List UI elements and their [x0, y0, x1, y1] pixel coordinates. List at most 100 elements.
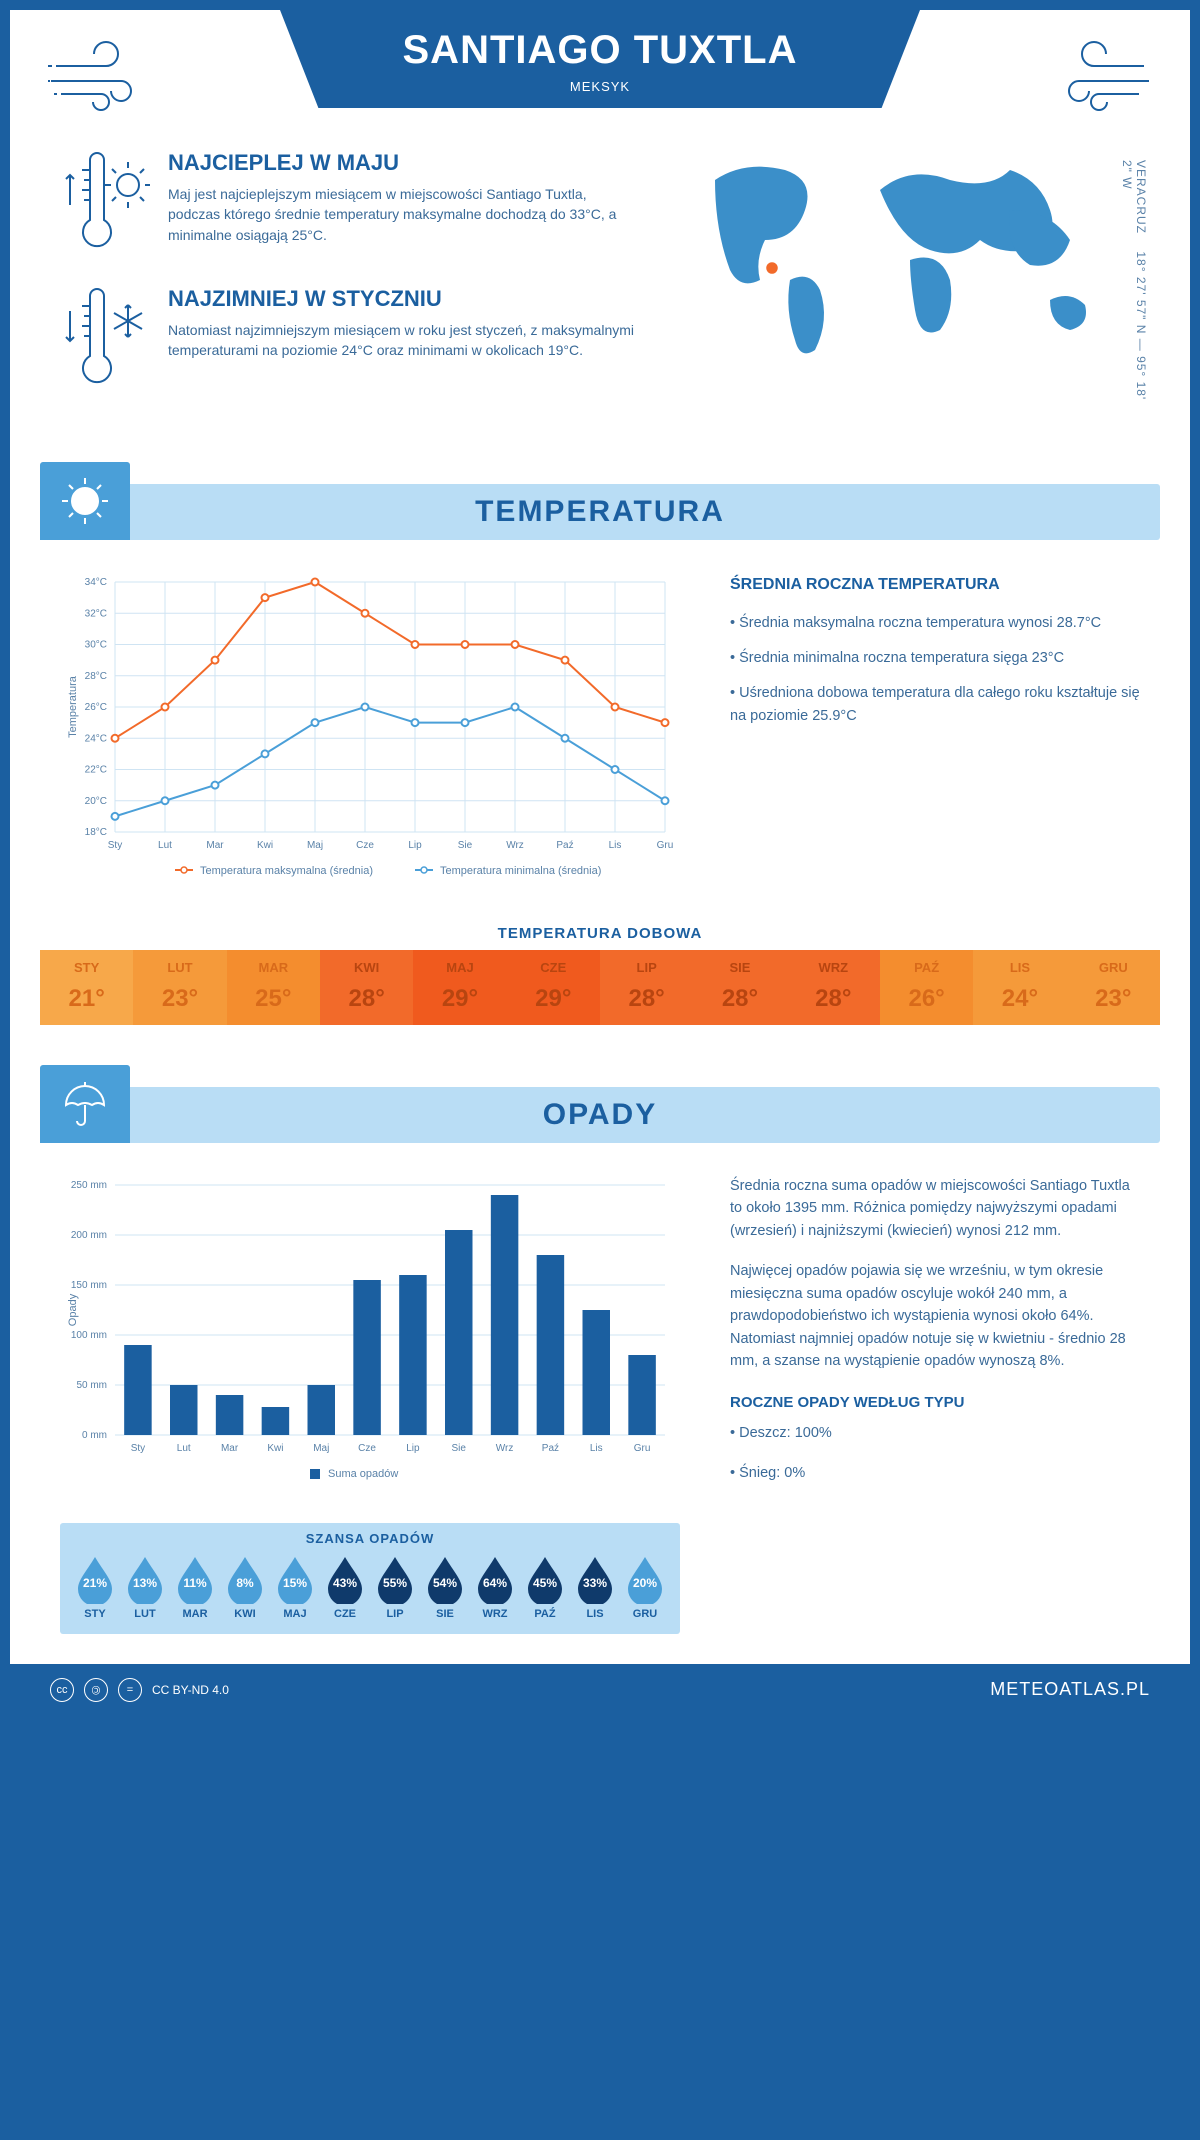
- svg-text:Mar: Mar: [221, 1443, 239, 1454]
- svg-text:Opady: Opady: [67, 1293, 79, 1326]
- svg-text:Maj: Maj: [313, 1443, 329, 1454]
- nd-icon: =: [118, 1678, 142, 1702]
- rain-chance-drop: 11% MAR: [170, 1554, 220, 1620]
- svg-text:24°C: 24°C: [85, 733, 107, 744]
- precipitation-section-header: OPADY: [40, 1065, 1160, 1145]
- svg-text:Cze: Cze: [358, 1443, 376, 1454]
- title-banner: SANTIAGO TUXTLA MEKSYK: [280, 10, 920, 108]
- cc-icon: cc: [50, 1678, 74, 1702]
- precipitation-body: 0 mm 50 mm 100 mm 150 mm 200 mm 250 mm Sty Lut M…: [10, 1145, 1190, 1523]
- svg-text:Wrz: Wrz: [496, 1443, 514, 1454]
- daily-temp-cell: MAR25°: [227, 950, 320, 1025]
- svg-text:200 mm: 200 mm: [71, 1230, 107, 1241]
- svg-text:Cze: Cze: [356, 840, 374, 851]
- svg-text:0 mm: 0 mm: [82, 1430, 107, 1441]
- umbrella-badge: [40, 1065, 130, 1143]
- wind-icon: [46, 36, 156, 116]
- temp-info-title: ŚREDNIA ROCZNA TEMPERATURA: [730, 572, 1140, 598]
- license-text: CC BY-ND 4.0: [152, 1683, 229, 1697]
- rain-chance-title: SZANSA OPADÓW: [60, 1531, 680, 1546]
- thermometer-hot-icon: [60, 150, 150, 260]
- temperature-body: 18°C20°C22°C24°C26°C28°C30°C32°C34°CStyL…: [10, 542, 1190, 917]
- warmest-block: NAJCIEPLEJ W MAJU Maj jest najcieplejszy…: [60, 150, 640, 260]
- daily-temp-cell: CZE29°: [507, 950, 600, 1025]
- svg-text:Mar: Mar: [206, 840, 224, 851]
- daily-temp-cell: LIP28°: [600, 950, 693, 1025]
- world-map-icon: [680, 150, 1140, 380]
- coldest-block: NAJZIMNIEJ W STYCZNIU Natomiast najzimni…: [60, 286, 640, 396]
- temperature-chart: 18°C20°C22°C24°C26°C28°C30°C32°C34°CStyL…: [60, 572, 680, 897]
- svg-text:30°C: 30°C: [85, 640, 107, 651]
- svg-text:250 mm: 250 mm: [71, 1180, 107, 1191]
- svg-text:20°C: 20°C: [85, 796, 107, 807]
- svg-text:26°C: 26°C: [85, 702, 107, 713]
- temp-bullet-2: • Średnia minimalna roczna temperatura s…: [730, 647, 1140, 670]
- daily-temp-cell: LUT23°: [133, 950, 226, 1025]
- header: SANTIAGO TUXTLA MEKSYK: [10, 10, 1190, 140]
- svg-text:150 mm: 150 mm: [71, 1280, 107, 1291]
- intro-section: NAJCIEPLEJ W MAJU Maj jest najcieplejszy…: [10, 140, 1190, 452]
- by-icon: 🄯: [84, 1678, 108, 1702]
- svg-text:Lut: Lut: [158, 840, 172, 851]
- precip-type-title: ROCZNE OPADY WEDŁUG TYPU: [730, 1391, 1140, 1414]
- daily-temp-cell: WRZ28°: [787, 950, 880, 1025]
- svg-text:28°C: 28°C: [85, 671, 107, 682]
- sun-icon: [58, 474, 112, 528]
- svg-text:Sie: Sie: [458, 840, 473, 851]
- coordinates: VERACRUZ 18° 27' 57" N — 95° 18' 2" W: [1120, 160, 1148, 412]
- svg-text:Sty: Sty: [108, 840, 122, 851]
- svg-text:Paź: Paź: [542, 1443, 559, 1454]
- svg-text:Temperatura minimalna (średnia: Temperatura minimalna (średnia): [440, 865, 601, 877]
- svg-text:Lut: Lut: [177, 1443, 191, 1454]
- temp-bullet-1: • Średnia maksymalna roczna temperatura …: [730, 612, 1140, 635]
- temp-bullet-3: • Uśredniona dobowa temperatura dla całe…: [730, 682, 1140, 728]
- daily-temp-cell: LIS24°: [973, 950, 1066, 1025]
- daily-temp-cell: STY21°: [40, 950, 133, 1025]
- precipitation-chart: 0 mm 50 mm 100 mm 150 mm 200 mm 250 mm Sty Lut M…: [60, 1175, 680, 1503]
- page-title: SANTIAGO TUXTLA: [360, 28, 840, 73]
- rain-chance-drop: 15% MAJ: [270, 1554, 320, 1620]
- footer-site: METEOATLAS.PL: [990, 1679, 1150, 1700]
- footer-license: cc 🄯 = CC BY-ND 4.0: [50, 1678, 229, 1702]
- umbrella-icon: [58, 1077, 112, 1131]
- rain-chance-drop: 13% LUT: [120, 1554, 170, 1620]
- svg-text:Paź: Paź: [556, 840, 573, 851]
- svg-text:32°C: 32°C: [85, 608, 107, 619]
- precip-p1: Średnia roczna suma opadów w miejscowośc…: [730, 1175, 1140, 1242]
- precipitation-info: Średnia roczna suma opadów w miejscowośc…: [730, 1175, 1140, 1503]
- svg-text:Lip: Lip: [406, 1443, 420, 1454]
- footer: cc 🄯 = CC BY-ND 4.0 METEOATLAS.PL: [10, 1664, 1190, 1716]
- svg-text:Maj: Maj: [307, 840, 323, 851]
- precip-type-2: • Śnieg: 0%: [730, 1462, 1140, 1484]
- rain-chance-drop: 64% WRZ: [470, 1554, 520, 1620]
- thermometer-cold-icon: [60, 286, 150, 396]
- rain-chance-drop: 43% CZE: [320, 1554, 370, 1620]
- temperature-info: ŚREDNIA ROCZNA TEMPERATURA • Średnia mak…: [730, 572, 1140, 897]
- daily-temp-title: TEMPERATURA DOBOWA: [10, 925, 1190, 942]
- rain-chance-drop: 55% LIP: [370, 1554, 420, 1620]
- precipitation-title: OPADY: [543, 1098, 657, 1132]
- svg-text:Sty: Sty: [131, 1443, 145, 1454]
- svg-text:50 mm: 50 mm: [76, 1380, 107, 1391]
- daily-temp-cell: KWI28°: [320, 950, 413, 1025]
- svg-text:Suma opadów: Suma opadów: [328, 1468, 398, 1480]
- svg-text:Gru: Gru: [634, 1443, 651, 1454]
- rain-chance-drop: 21% STY: [70, 1554, 120, 1620]
- rain-chance-drop: 8% KWI: [220, 1554, 270, 1620]
- coldest-text: Natomiast najzimniejszym miesiącem w rok…: [168, 320, 640, 361]
- rain-chance-drop: 33% LIS: [570, 1554, 620, 1620]
- svg-text:100 mm: 100 mm: [71, 1330, 107, 1341]
- svg-text:Kwi: Kwi: [257, 840, 273, 851]
- precipitation-bar-chart: 0 mm 50 mm 100 mm 150 mm 200 mm 250 mm Sty Lut M…: [60, 1175, 680, 1495]
- warmest-text: Maj jest najcieplejszym miesiącem w miej…: [168, 184, 640, 245]
- daily-temp-cell: GRU23°: [1067, 950, 1160, 1025]
- region-label: VERACRUZ: [1134, 160, 1148, 234]
- rain-chance-drop: 20% GRU: [620, 1554, 670, 1620]
- daily-temp-cell: PAŹ26°: [880, 950, 973, 1025]
- svg-text:Temperatura: Temperatura: [67, 675, 79, 738]
- svg-text:Lis: Lis: [590, 1443, 603, 1454]
- wind-icon: [1044, 36, 1154, 116]
- svg-text:Lip: Lip: [408, 840, 422, 851]
- svg-text:Temperatura maksymalna (średni: Temperatura maksymalna (średnia): [200, 865, 373, 877]
- svg-text:Gru: Gru: [657, 840, 674, 851]
